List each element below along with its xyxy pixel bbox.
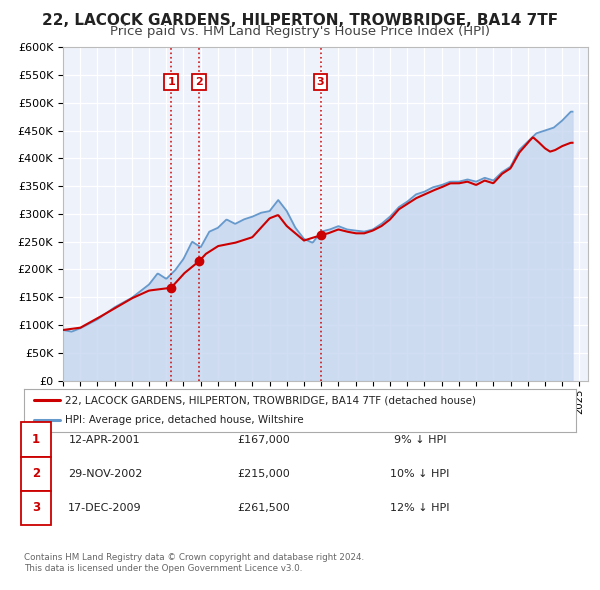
Text: 22, LACOCK GARDENS, HILPERTON, TROWBRIDGE, BA14 7TF: 22, LACOCK GARDENS, HILPERTON, TROWBRIDG… — [42, 13, 558, 28]
Text: 1: 1 — [167, 77, 175, 87]
Text: 10% ↓ HPI: 10% ↓ HPI — [391, 469, 449, 478]
Text: 29-NOV-2002: 29-NOV-2002 — [68, 469, 142, 478]
Text: £167,000: £167,000 — [238, 435, 290, 444]
Text: 17-DEC-2009: 17-DEC-2009 — [68, 503, 142, 513]
Text: £215,000: £215,000 — [238, 469, 290, 478]
Text: 3: 3 — [32, 502, 40, 514]
Text: Price paid vs. HM Land Registry's House Price Index (HPI): Price paid vs. HM Land Registry's House … — [110, 25, 490, 38]
Text: 1: 1 — [32, 433, 40, 446]
Text: Contains HM Land Registry data © Crown copyright and database right 2024.
This d: Contains HM Land Registry data © Crown c… — [24, 553, 364, 573]
Text: 2: 2 — [32, 467, 40, 480]
Text: 3: 3 — [317, 77, 325, 87]
Text: 12-APR-2001: 12-APR-2001 — [69, 435, 141, 444]
Text: 22, LACOCK GARDENS, HILPERTON, TROWBRIDGE, BA14 7TF (detached house): 22, LACOCK GARDENS, HILPERTON, TROWBRIDG… — [65, 395, 476, 405]
Text: HPI: Average price, detached house, Wiltshire: HPI: Average price, detached house, Wilt… — [65, 415, 304, 425]
Text: 2: 2 — [195, 77, 203, 87]
Text: 12% ↓ HPI: 12% ↓ HPI — [390, 503, 450, 513]
Text: 9% ↓ HPI: 9% ↓ HPI — [394, 435, 446, 444]
Text: £261,500: £261,500 — [238, 503, 290, 513]
